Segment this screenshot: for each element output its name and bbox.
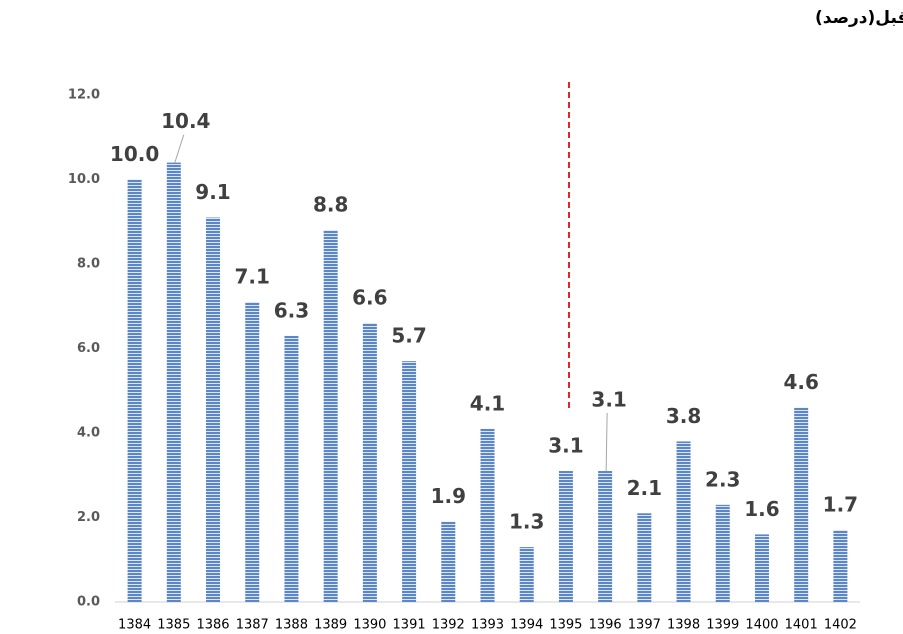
bar [402,361,417,602]
y-tick-label: 2.0 [77,510,100,525]
x-tick-label: 1393 [471,618,504,633]
value-label: 5.7 [391,324,426,348]
x-tick-label: 1400 [745,618,778,633]
bar [284,335,299,602]
value-label: 6.6 [352,286,387,310]
x-tick-label: 1395 [549,618,582,633]
x-tick-label: 1401 [785,618,818,633]
bar [715,504,730,602]
bar [441,521,456,602]
y-tick-label: 0.0 [77,595,100,610]
bar [833,530,848,602]
x-tick-label: 1397 [628,618,661,633]
x-tick-label: 1389 [314,618,347,633]
bar [206,217,221,602]
leader-line [174,134,185,163]
value-label: 8.8 [313,193,348,217]
bar [127,179,142,602]
value-label: 7.1 [235,265,270,289]
x-tick-label: 1392 [432,618,465,633]
value-label: 1.6 [744,497,779,521]
x-tick-label: 1384 [118,618,151,633]
x-tick-label: 1388 [275,618,308,633]
value-label: 3.1 [548,434,583,458]
value-label: 3.1 [591,388,626,412]
bar [676,441,691,602]
value-label: 3.8 [666,404,701,428]
bar [794,407,809,602]
y-tick-label: 8.0 [77,257,100,272]
y-tick-label: 12.0 [68,88,100,103]
bar [558,471,573,602]
value-label: 4.6 [783,370,818,394]
bar [323,230,338,602]
leader-line [605,413,608,472]
value-label: 10.0 [110,142,159,166]
chart-title: نرخ رشد ظرفیت نامی نیروگاه ها نسبت به سا… [815,7,903,28]
y-tick-label: 6.0 [77,341,100,356]
y-tick-label: 4.0 [77,426,100,441]
bar [637,513,652,602]
bar [166,162,181,602]
value-label: 2.1 [627,476,662,500]
x-tick-label: 1386 [196,618,229,633]
x-tick-label: 1390 [353,618,386,633]
bar [480,428,495,602]
x-tick-label: 1399 [706,618,739,633]
x-tick-label: 1394 [510,618,543,633]
x-tick-label: 1398 [667,618,700,633]
value-label: 6.3 [274,298,309,322]
bar [519,547,534,602]
bar [598,471,613,602]
value-label: 1.9 [431,484,466,508]
value-label: 10.4 [161,109,210,133]
value-label: 4.1 [470,391,505,415]
x-tick-label: 1402 [824,618,857,633]
x-tick-label: 1396 [589,618,622,633]
x-tick-label: 1391 [393,618,426,633]
x-tick-label: 1387 [236,618,269,633]
bar [245,302,260,602]
bar [754,534,769,602]
bar [362,323,377,602]
value-label: 1.7 [823,493,858,517]
value-label: 1.3 [509,510,544,534]
y-tick-label: 10.0 [68,172,100,187]
value-label: 2.3 [705,467,740,491]
x-tick-label: 1385 [157,618,190,633]
value-label: 9.1 [195,180,230,204]
